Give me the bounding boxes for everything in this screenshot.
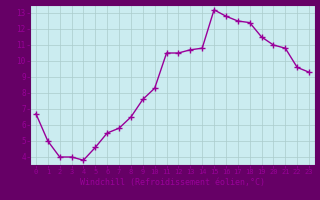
X-axis label: Windchill (Refroidissement éolien,°C): Windchill (Refroidissement éolien,°C) <box>80 178 265 187</box>
